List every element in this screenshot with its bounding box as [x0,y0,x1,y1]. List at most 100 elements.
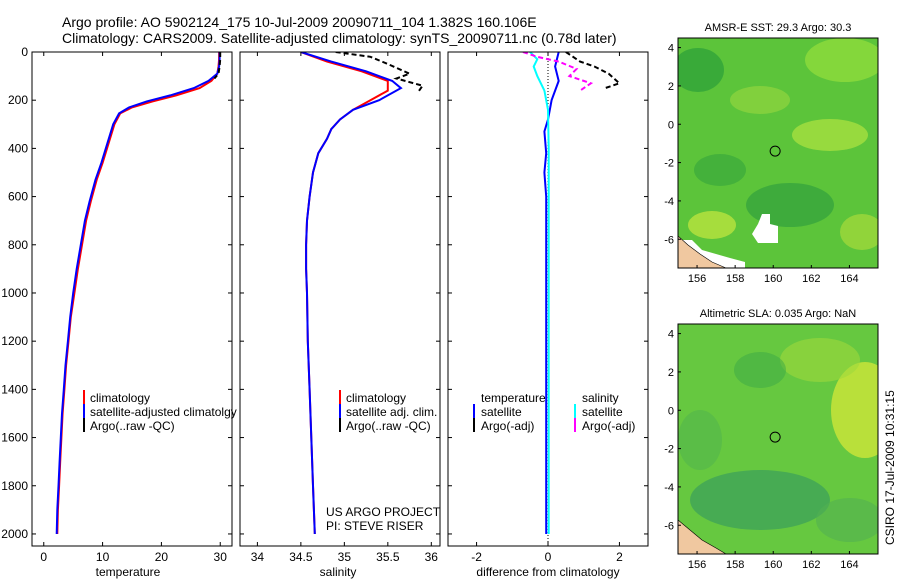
legend-label-climatology: climatology [346,391,406,405]
series-line [335,52,425,93]
y-tick-label: -6 [664,234,674,246]
timestamp-stamp: CSIRO 17-Jul-2009 10:31:15 [883,390,897,545]
x-tick-label: 10 [96,550,110,564]
sst-cool-patch [746,183,834,227]
legend-group-temperature: temperature [481,391,546,405]
series-line [565,52,622,90]
x-tick-label: 156 [688,559,706,571]
temperature-ticks: 0 10 20 30 0 200 400 600 800 1000 1200 1400 1600 1800… [1,45,232,564]
land-new-guinea [678,235,727,268]
legend-label-temperature-satellite: satellite [481,405,522,419]
sst-warm-patch [792,119,868,151]
y-tick-label: 1200 [1,334,28,348]
sst-map-ticks: 156 158 160 162 164 4 2 0 -2 -4 -6 [664,43,858,285]
figure-title-line2: Climatology: CARS2009. Satellite-adjuste… [62,30,617,46]
sst-map-panel: AMSR-E SST: 29.3 Argo: 30.3 156 158 160 162… [664,22,879,285]
x-tick-label: 158 [726,273,744,285]
x-tick-label: -2 [471,550,482,564]
salinity-legend: climatology satellite adj. clim. Argo(..… [339,390,437,433]
series-line [543,52,560,534]
y-tick-label: 2 [668,81,674,93]
salinity-lines [300,52,425,535]
salinity-ticks: 34 34.5 35 35.5 36 [240,51,440,564]
x-tick-label: 164 [840,273,858,285]
y-tick-label: 4 [668,329,674,341]
temperature-axes-box [31,51,233,547]
y-tick-label: 4 [668,43,674,55]
y-tick-label: 0 [668,119,674,131]
sst-map-title: AMSR-E SST: 29.3 Argo: 30.3 [705,22,852,34]
sst-warm-patch [688,211,736,239]
credit-line1: US ARGO PROJECT [326,505,441,519]
x-tick-label: 0 [545,550,552,564]
salinity-xlabel: salinity [320,565,357,579]
x-tick-label: 35.5 [376,550,400,564]
y-tick-label: -2 [664,158,674,170]
sst-cool-patch [694,154,746,186]
legend-group-salinity: salinity [582,391,619,405]
difference-panel: -2 0 2 difference from climatology tempera… [447,51,649,579]
sst-warm-patch [805,38,878,82]
y-tick-label: 1600 [1,431,28,445]
x-tick-label: 35 [338,550,352,564]
y-tick-label: -2 [664,444,674,456]
land-new-guinea [678,519,727,554]
sst-warm-patch [730,86,790,114]
x-tick-label: 36 [425,550,439,564]
legend-label-salinity-argo: Argo(-adj) [582,419,635,433]
difference-lines [522,52,622,534]
sla-map-title: Altimetric SLA: 0.035 Argo: NaN [700,308,857,320]
sla-map-field [678,324,878,554]
sla-high-patch [780,338,860,382]
x-tick-label: 160 [764,273,782,285]
series-line [522,52,594,92]
x-tick-label: 160 [764,559,782,571]
y-tick-label: 600 [8,190,28,204]
sla-map-panel: Altimetric SLA: 0.035 Argo: NaN 156 158 16… [664,308,879,571]
legend-label-satellite: satellite adj. clim. [346,405,437,419]
y-tick-label: 200 [8,93,28,107]
y-tick-label: -6 [664,520,674,532]
legend-label-argo: Argo(..raw -QC) [346,419,431,433]
temperature-lines [55,52,222,535]
legend-label-argo: Argo(..raw -QC) [90,419,175,433]
legend-label-satellite: satellite-adjusted climatolgy [90,405,237,419]
x-tick-label: 156 [688,273,706,285]
temperature-panel: 0 10 20 30 0 200 400 600 800 1000 1200 1400 1600 1800… [1,45,236,579]
credit-line2: PI: STEVE RISER [326,519,424,533]
x-tick-label: 30 [214,550,228,564]
figure-title-line1: Argo profile: AO 5902124_175 10-Jul-2009… [62,14,537,30]
legend-label-temperature-argo: Argo(-adj) [481,419,534,433]
x-tick-label: 162 [802,559,820,571]
sla-low-patch [816,498,878,542]
y-tick-label: 400 [8,141,28,155]
legend-label-climatology: climatology [90,391,150,405]
difference-xlabel: difference from climatology [476,565,619,579]
y-tick-label: 1400 [1,382,28,396]
x-tick-label: 20 [155,550,169,564]
sla-map-ticks: 156 158 160 162 164 4 2 0 -2 -4 -6 [664,329,858,571]
y-tick-label: 1800 [1,479,28,493]
series-line [55,52,221,535]
x-tick-label: 34 [251,550,265,564]
y-tick-label: 1000 [1,286,28,300]
sst-missing-data [752,214,778,243]
y-tick-label: -4 [664,482,674,494]
salinity-axes-box [239,51,441,547]
x-tick-label: 158 [726,559,744,571]
y-tick-label: 0 [668,405,674,417]
legend-label-salinity-satellite: satellite [582,405,623,419]
series-line [300,52,403,535]
sla-map-frame [677,323,879,555]
difference-ticks: -2 0 2 [448,51,648,564]
y-tick-label: 2000 [1,527,28,541]
series-line [213,52,222,80]
series-line [529,52,550,534]
series-line [56,52,221,535]
salinity-panel: 34 34.5 35 35.5 36 salinity climatology sate… [239,51,441,579]
x-tick-label: 2 [616,550,623,564]
sst-map-field [678,38,878,268]
difference-legend: temperature satellite Argo(-adj) salinit… [473,391,635,433]
x-tick-label: 162 [802,273,820,285]
